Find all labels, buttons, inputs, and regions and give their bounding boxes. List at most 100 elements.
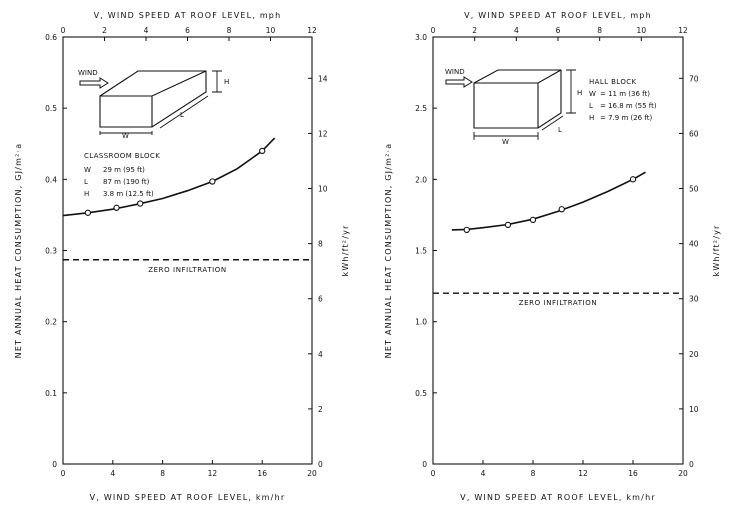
block-dim-value: = 16.8 m (55 ft) (600, 102, 657, 110)
y2-tick-label: 70 (689, 74, 699, 83)
hall-block-icon (473, 69, 562, 129)
dimension-lines (473, 69, 576, 140)
x-axis-title: V, WIND SPEED AT ROOF LEVEL, km/hr (460, 493, 656, 502)
y2-tick-label: 8 (318, 240, 323, 249)
x-top-axis-title: V, WIND SPEED AT ROOF LEVEL, mph (464, 11, 652, 20)
dim-h: H (224, 78, 229, 86)
series-curve (451, 171, 646, 231)
wind-label: WIND (78, 69, 98, 77)
x-axis-title: V, WIND SPEED AT ROOF LEVEL, km/hr (90, 493, 286, 502)
y-tick-label: 0.3 (45, 247, 57, 256)
data-point (209, 178, 216, 185)
y-axis-title: NET ANNUAL HEAT CONSUMPTION, GJ/m²·a (14, 143, 23, 359)
data-point (113, 204, 120, 211)
data-point (463, 226, 470, 234)
block-dim-key: L (84, 178, 88, 186)
x-tick-label: 8 (531, 469, 536, 478)
y2-tick-label: 12 (318, 129, 328, 138)
block-dim-value: 29 m (95 ft) (103, 166, 145, 174)
x-tick-label: 16 (257, 469, 267, 478)
block-dim-key: H (589, 114, 594, 122)
y2-tick-label: 4 (318, 350, 323, 359)
y-tick-label: 0.5 (45, 104, 57, 113)
x-tick-label: 20 (678, 469, 688, 478)
y2-tick-label: 2 (318, 405, 323, 414)
y2-tick-label: 60 (689, 129, 699, 138)
x-tick-label: 12 (578, 469, 588, 478)
x-top-tick-label: 8 (597, 26, 602, 35)
block-dim-value: = 11 m (36 ft) (600, 90, 650, 98)
y2-tick-label: 6 (318, 295, 323, 304)
x-top-tick-label: 6 (556, 26, 561, 35)
y2-tick-label: 0 (318, 460, 323, 469)
wind-arrow-icon (445, 76, 473, 88)
x-top-tick-label: 0 (431, 26, 436, 35)
y-tick-label: 0 (52, 460, 57, 469)
y2-tick-label: 10 (318, 185, 328, 194)
x-tick-label: 8 (160, 469, 165, 478)
block-dim-value: 3.8 m (12.5 ft) (103, 190, 154, 198)
y2-tick-label: 40 (689, 240, 699, 249)
x-tick-label: 4 (481, 469, 486, 478)
classroom-block-chart: 0 4 8 12 16 200 2 4 6 8 10 1200.10.20.30.40.50.6024… (14, 11, 350, 502)
wind-arrow-icon (79, 77, 109, 89)
x-tick-label: 4 (110, 469, 115, 478)
block-dim-key: H (84, 190, 89, 198)
data-point (137, 200, 144, 207)
y-tick-label: 1.5 (415, 247, 427, 256)
y-tick-label: 0 (422, 460, 427, 469)
block-dim-value: = 7.9 m (26 ft) (600, 114, 652, 122)
data-point (529, 216, 537, 224)
x-tick-label: 12 (208, 469, 218, 478)
x-top-tick-label: 4 (144, 26, 149, 35)
wind-label: WIND (445, 68, 465, 76)
dim-w: W (502, 138, 509, 146)
zero-infiltration-label: ZERO INFILTRATION (148, 266, 227, 274)
data-point (259, 147, 266, 155)
x-tick-label: 20 (307, 469, 317, 478)
x-top-tick-label: 4 (514, 26, 519, 35)
x-tick-label: 16 (628, 469, 638, 478)
x-tick-label: 0 (431, 469, 436, 478)
block-dim-key: W (589, 90, 596, 98)
dim-h: H (577, 89, 582, 97)
dimension-lines (99, 70, 222, 135)
data-point (84, 209, 92, 216)
x-top-tick-label: 8 (227, 26, 232, 35)
classroom-block-icon (99, 70, 207, 128)
x-top-tick-label: 10 (266, 26, 276, 35)
data-point (629, 176, 637, 183)
y-tick-label: 3.0 (415, 33, 427, 42)
x-top-tick-label: 0 (61, 26, 66, 35)
hall-block-chart: 0 4 8 12 16 200 2 4 6 8 10 1200.51.01.52.02.53.0010… (384, 11, 721, 502)
data-point (504, 221, 512, 229)
y-tick-label: 0.2 (45, 318, 57, 327)
y2-tick-label: 14 (318, 74, 328, 83)
dim-l: L (558, 126, 562, 134)
y-tick-label: 2.5 (415, 104, 427, 113)
x-top-tick-label: 12 (678, 26, 688, 35)
x-top-tick-label: 2 (102, 26, 107, 35)
y-tick-label: 2.0 (415, 175, 427, 184)
x-top-tick-label: 6 (185, 26, 190, 35)
y2-tick-label: 20 (689, 350, 699, 359)
y2-tick-label: 0 (689, 460, 694, 469)
y-tick-label: 0.6 (45, 33, 57, 42)
y-axis-title: NET ANNUAL HEAT CONSUMPTION, GJ/m²·a (384, 143, 393, 359)
x-top-tick-label: 12 (307, 26, 317, 35)
y2-tick-label: 50 (689, 185, 699, 194)
dim-l: L (180, 111, 184, 119)
block-dim-key: W (84, 166, 91, 174)
data-point (558, 206, 565, 213)
zero-infiltration-label: ZERO INFILTRATION (519, 299, 598, 307)
series-curve (62, 137, 276, 217)
y2-axis-title: kWh/ft²/yr (712, 224, 721, 276)
x-top-tick-label: 10 (637, 26, 647, 35)
block-title: CLASSROOM BLOCK (84, 152, 160, 160)
y-tick-label: 0.5 (415, 389, 427, 398)
x-top-axis-title: V, WIND SPEED AT ROOF LEVEL, mph (94, 11, 282, 20)
y-tick-label: 1.0 (415, 318, 427, 327)
y2-tick-label: 30 (689, 295, 699, 304)
block-title: HALL BLOCK (589, 78, 637, 86)
